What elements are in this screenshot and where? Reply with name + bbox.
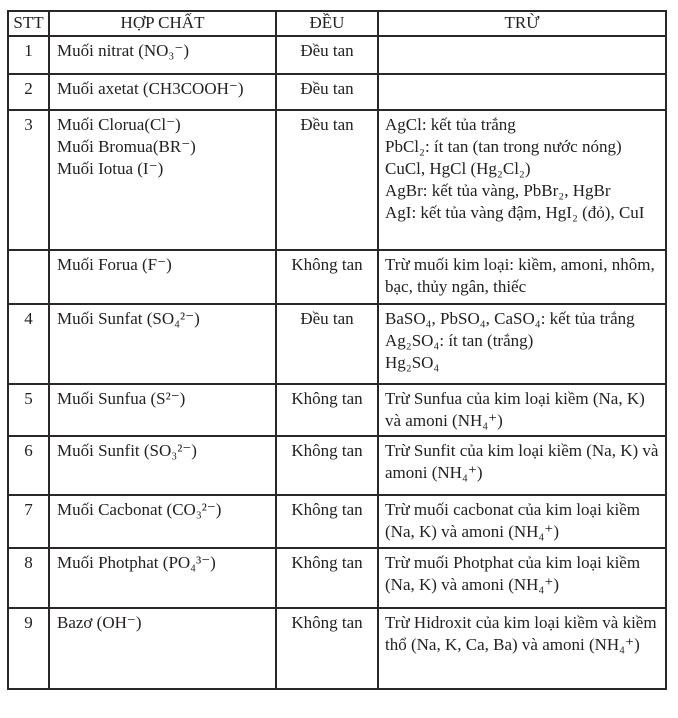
table-row: 1 Muối nitrat (NO₃⁻) Đều tan xyxy=(7,35,667,75)
column-header-solubility: ĐỀU xyxy=(275,10,379,37)
cell-stt: 8 xyxy=(7,547,50,609)
cell-exceptions: BaSO₄, PbSO₄, CaSO₄: kết tủa trắng Ag₂SO₄… xyxy=(377,303,667,385)
page-container: STT HỢP CHẤT ĐỀU TRỪ 1 Muối nitrat (NO₃⁻… xyxy=(7,10,667,690)
cell-exceptions: Trừ muối cacbonat của kim loại kiềm (Na,… xyxy=(377,494,667,549)
exception-line: Trừ Sunfua của kim loại kiềm (Na, K) và … xyxy=(385,389,645,430)
exception-line: BaSO₄, PbSO₄, CaSO₄: kết tủa trắng xyxy=(385,309,635,328)
exception-line: CuCl, HgCl (Hg₂Cl₂) xyxy=(385,159,531,178)
cell-solubility: Không tan xyxy=(275,494,379,549)
exception-line: AgI: kết tủa vàng đậm, HgI₂ (đỏ), CuI xyxy=(385,203,645,222)
cell-compound: Muối Clorua(Cl⁻) Muối Bromua(BR⁻) Muối Iot… xyxy=(48,109,277,251)
cell-stt: 3 xyxy=(7,109,50,251)
compound-line: Muối axetat (CH3COOH⁻) xyxy=(57,79,244,98)
cell-stt: 4 xyxy=(7,303,50,385)
exception-line: Hg₂SO₄ xyxy=(385,353,440,372)
cell-stt: 2 xyxy=(7,73,50,111)
cell-solubility: Không tan xyxy=(275,383,379,437)
table-header-row: STT HỢP CHẤT ĐỀU TRỪ xyxy=(7,10,667,37)
cell-stt: 5 xyxy=(7,383,50,437)
cell-stt: 6 xyxy=(7,435,50,496)
column-header-compound: HỢP CHẤT xyxy=(48,10,277,37)
cell-compound: Muối Sunfua (S²⁻) xyxy=(48,383,277,437)
cell-exceptions: Trừ muối kim loại: kiềm, amoni, nhôm, bạ… xyxy=(377,249,667,305)
exception-line: Trừ muối Photphat của kim loại kiềm (Na,… xyxy=(385,553,641,594)
cell-solubility: Đều tan xyxy=(275,73,379,111)
compound-line: Muối Cacbonat (CO₃²⁻) xyxy=(57,500,222,519)
cell-compound: Muối Cacbonat (CO₃²⁻) xyxy=(48,494,277,549)
compound-line: Muối Sunfit (SO₃²⁻) xyxy=(57,441,197,460)
cell-compound: Bazơ (OH⁻) xyxy=(48,607,277,690)
cell-exceptions xyxy=(377,73,667,111)
column-header-exceptions: TRỪ xyxy=(377,10,667,37)
cell-solubility: Không tan xyxy=(275,547,379,609)
compound-line: Muối Iotua (I⁻) xyxy=(57,159,164,178)
table-row: Muối Forua (F⁻) Không tan Trừ muối kim l… xyxy=(7,249,667,305)
column-header-stt: STT xyxy=(7,10,50,37)
cell-exceptions xyxy=(377,35,667,75)
compound-line: Muối Sunfat (SO₄²⁻) xyxy=(57,309,200,328)
exception-line: Trừ Hidroxit của kim loại kiềm và kiềm t… xyxy=(385,613,657,654)
cell-compound: Muối Sunfit (SO₃²⁻) xyxy=(48,435,277,496)
solubility-table: STT HỢP CHẤT ĐỀU TRỪ 1 Muối nitrat (NO₃⁻… xyxy=(7,10,667,690)
cell-compound: Muối Forua (F⁻) xyxy=(48,249,277,305)
compound-line: Muối nitrat (NO₃⁻) xyxy=(57,41,189,60)
cell-compound: Muối Sunfat (SO₄²⁻) xyxy=(48,303,277,385)
cell-stt xyxy=(7,249,50,305)
cell-compound: Muối nitrat (NO₃⁻) xyxy=(48,35,277,75)
table-body: 1 Muối nitrat (NO₃⁻) Đều tan 2 Muối axet… xyxy=(7,35,667,690)
compound-line: Muối Forua (F⁻) xyxy=(57,255,172,274)
cell-solubility: Đều tan xyxy=(275,303,379,385)
table-row: 5 Muối Sunfua (S²⁻) Không tan Trừ Sunfua… xyxy=(7,383,667,437)
compound-line: Bazơ (OH⁻) xyxy=(57,613,142,632)
table-row: 8 Muối Photphat (PO₄³⁻) Không tan Trừ mu… xyxy=(7,547,667,609)
table-row: 4 Muối Sunfat (SO₄²⁻) Đều tan BaSO₄, PbS… xyxy=(7,303,667,385)
cell-stt: 7 xyxy=(7,494,50,549)
compound-line: Muối Clorua(Cl⁻) xyxy=(57,115,181,134)
exception-line: Trừ muối cacbonat của kim loại kiềm (Na,… xyxy=(385,500,641,541)
exception-line: Trừ muối kim loại: kiềm, amoni, nhôm, bạ… xyxy=(385,255,655,296)
cell-stt: 9 xyxy=(7,607,50,690)
table-row: 7 Muối Cacbonat (CO₃²⁻) Không tan Trừ mu… xyxy=(7,494,667,549)
cell-solubility: Không tan xyxy=(275,607,379,690)
cell-solubility: Đều tan xyxy=(275,35,379,75)
compound-line: Muối Photphat (PO₄³⁻) xyxy=(57,553,216,572)
table-row: 2 Muối axetat (CH3COOH⁻) Đều tan xyxy=(7,73,667,111)
exception-line: AgCl: kết tủa trắng xyxy=(385,115,516,134)
cell-compound: Muối axetat (CH3COOH⁻) xyxy=(48,73,277,111)
cell-solubility: Đều tan xyxy=(275,109,379,251)
cell-exceptions: Trừ Sunfua của kim loại kiềm (Na, K) và … xyxy=(377,383,667,437)
exception-line: Ag₂SO₄: ít tan (trắng) xyxy=(385,331,534,350)
cell-exceptions: Trừ Sunfit của kim loại kiềm (Na, K) và … xyxy=(377,435,667,496)
cell-compound: Muối Photphat (PO₄³⁻) xyxy=(48,547,277,609)
exception-line: Trừ Sunfit của kim loại kiềm (Na, K) và … xyxy=(385,441,659,482)
cell-stt: 1 xyxy=(7,35,50,75)
cell-solubility: Không tan xyxy=(275,249,379,305)
compound-line: Muối Sunfua (S²⁻) xyxy=(57,389,186,408)
cell-exceptions: AgCl: kết tủa trắng PbCl₂: ít tan (tan tr… xyxy=(377,109,667,251)
table-row: 3 Muối Clorua(Cl⁻) Muối Bromua(BR⁻) Muối I… xyxy=(7,109,667,251)
exception-line: PbCl₂: ít tan (tan trong nước nóng) xyxy=(385,137,622,156)
cell-exceptions: Trừ Hidroxit của kim loại kiềm và kiềm t… xyxy=(377,607,667,690)
cell-exceptions: Trừ muối Photphat của kim loại kiềm (Na,… xyxy=(377,547,667,609)
table-row: 6 Muối Sunfit (SO₃²⁻) Không tan Trừ Sunf… xyxy=(7,435,667,496)
exception-line: AgBr: kết tủa vàng, PbBr₂, HgBr xyxy=(385,181,611,200)
compound-line: Muối Bromua(BR⁻) xyxy=(57,137,196,156)
table-row: 9 Bazơ (OH⁻) Không tan Trừ Hidroxit của … xyxy=(7,607,667,690)
cell-solubility: Không tan xyxy=(275,435,379,496)
